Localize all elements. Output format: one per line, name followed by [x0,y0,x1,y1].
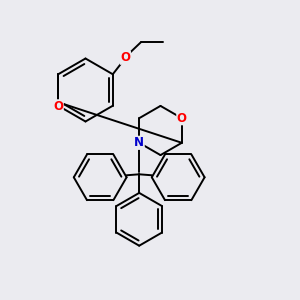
Text: N: N [134,136,144,149]
Text: O: O [120,51,130,64]
Text: O: O [177,112,187,125]
Text: O: O [53,100,63,113]
